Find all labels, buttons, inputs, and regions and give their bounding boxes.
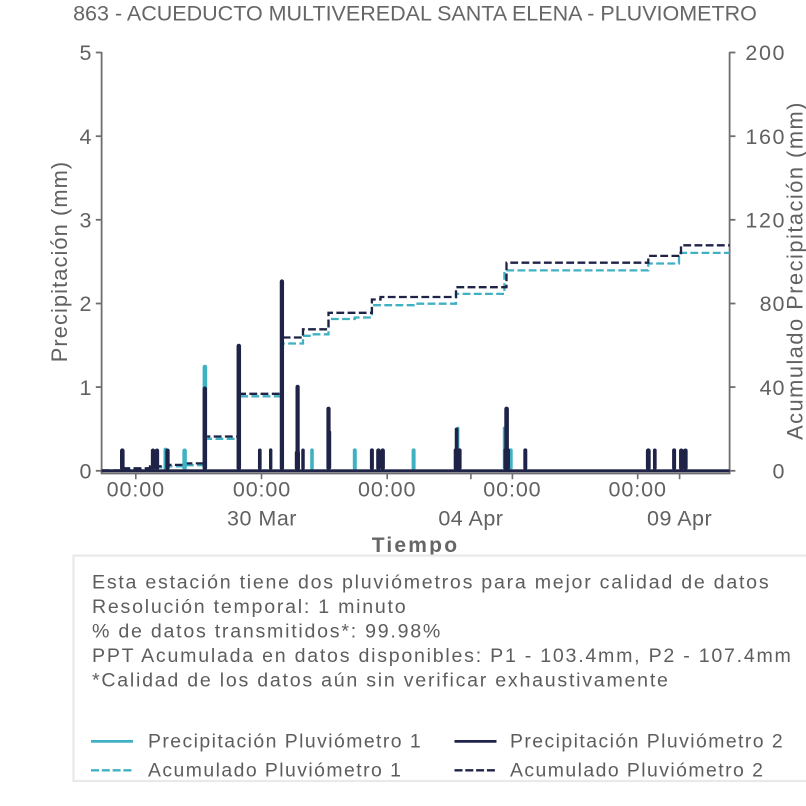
svg-text:04 Apr: 04 Apr bbox=[438, 506, 503, 530]
svg-text:00:00: 00:00 bbox=[483, 478, 541, 502]
svg-text:160: 160 bbox=[745, 125, 786, 149]
svg-text:4: 4 bbox=[80, 125, 92, 149]
svg-text:Resolución temporal: 1 minuto: Resolución temporal: 1 minuto bbox=[92, 596, 407, 618]
svg-text:Acumulado Precipitación (mm): Acumulado Precipitación (mm) bbox=[782, 101, 806, 440]
svg-text:0: 0 bbox=[80, 460, 92, 484]
svg-text:40: 40 bbox=[760, 376, 786, 400]
svg-text:80: 80 bbox=[760, 292, 786, 316]
svg-text:Tiempo: Tiempo bbox=[372, 534, 460, 557]
svg-text:% de datos transmitidos*: 99.9: % de datos transmitidos*: 99.98% bbox=[92, 621, 442, 643]
svg-text:00:00: 00:00 bbox=[107, 478, 165, 502]
svg-text:200: 200 bbox=[745, 41, 786, 65]
svg-text:PPT Acumulada en datos disponi: PPT Acumulada en datos disponibles: P1 -… bbox=[92, 645, 793, 667]
svg-text:1: 1 bbox=[80, 376, 92, 400]
svg-text:Precipitación Pluviómetro 1: Precipitación Pluviómetro 1 bbox=[148, 731, 422, 753]
svg-text:00:00: 00:00 bbox=[358, 478, 416, 502]
svg-text:00:00: 00:00 bbox=[609, 478, 667, 502]
svg-text:0: 0 bbox=[773, 460, 785, 484]
svg-text:Acumulado Pluviómetro 2: Acumulado Pluviómetro 2 bbox=[510, 759, 764, 781]
svg-text:Esta estación tiene dos pluvió: Esta estación tiene dos pluviómetros par… bbox=[92, 572, 770, 594]
svg-text:3: 3 bbox=[80, 209, 92, 233]
svg-text:*Calidad de los datos aún sin: *Calidad de los datos aún sin verificar … bbox=[92, 670, 670, 692]
svg-text:5: 5 bbox=[80, 41, 92, 65]
svg-text:Precipitación Pluviómetro 2: Precipitación Pluviómetro 2 bbox=[510, 731, 784, 753]
svg-text:30 Mar: 30 Mar bbox=[227, 506, 297, 530]
svg-text:00:00: 00:00 bbox=[233, 478, 291, 502]
svg-text:2: 2 bbox=[80, 292, 92, 316]
svg-text:863 - ACUEDUCTO MULTIVEREDAL S: 863 - ACUEDUCTO MULTIVEREDAL SANTA ELENA… bbox=[73, 2, 757, 26]
svg-text:Acumulado Pluviómetro 1: Acumulado Pluviómetro 1 bbox=[148, 759, 402, 781]
svg-text:09 Apr: 09 Apr bbox=[647, 506, 712, 530]
svg-text:120: 120 bbox=[745, 209, 786, 233]
svg-text:Precipitación (mm): Precipitación (mm) bbox=[47, 161, 72, 362]
